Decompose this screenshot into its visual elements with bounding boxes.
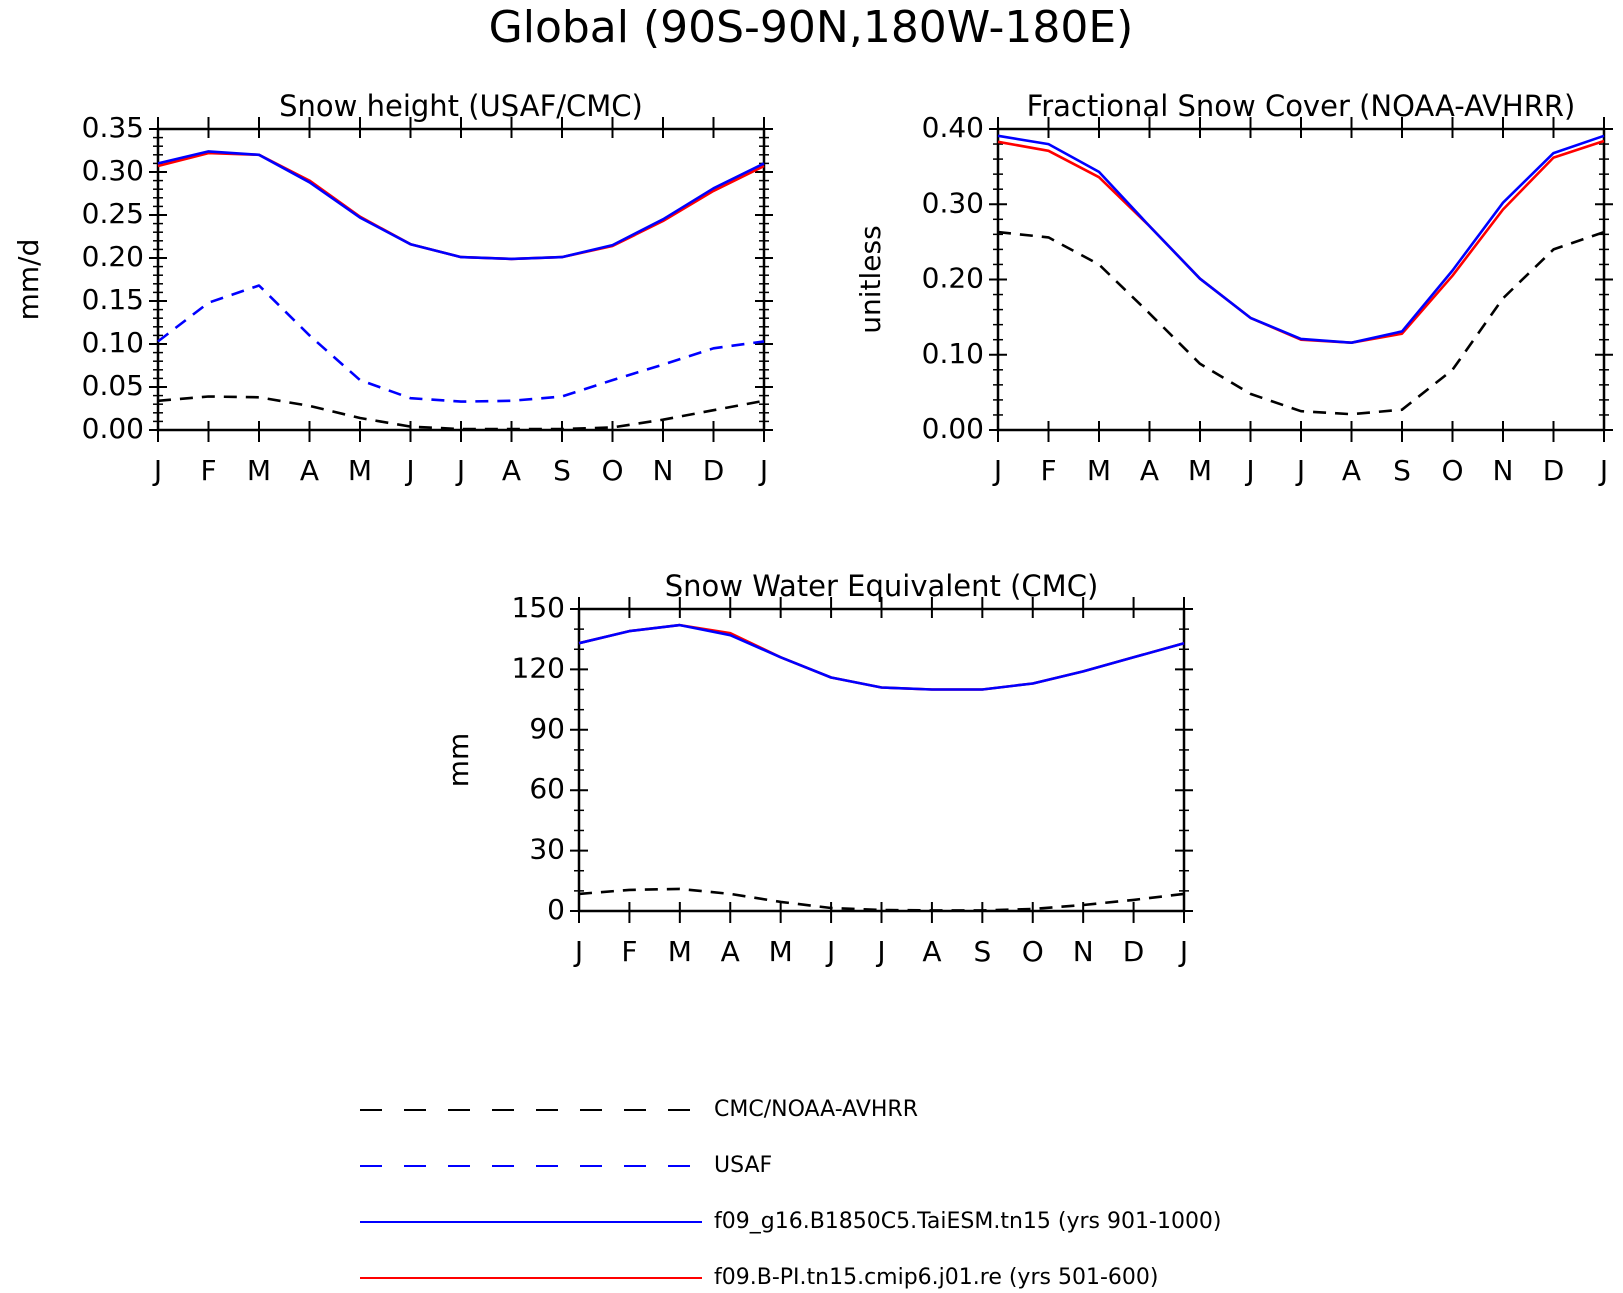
- y-tick-label: 120: [512, 651, 565, 684]
- x-tick-label: A: [922, 935, 941, 968]
- x-tick-label: J: [875, 935, 885, 968]
- y-tick-label: 0.05: [82, 369, 144, 402]
- legend-label: f09.B-PI.tn15.cmip6.j01.re (yrs 501-600): [714, 1265, 1158, 1290]
- series-line: [157, 284, 765, 403]
- x-tick-label: J: [1295, 454, 1305, 487]
- x-tick-label: S: [1393, 454, 1411, 487]
- x-tick-label: J: [1178, 935, 1188, 968]
- x-tick-label: S: [553, 454, 571, 487]
- series-line: [578, 887, 1185, 912]
- y-tick-label: 0.00: [82, 412, 144, 445]
- x-tick-label: N: [653, 454, 674, 487]
- x-tick-label: M: [1087, 454, 1111, 487]
- series-line: [157, 151, 765, 261]
- x-tick-label: D: [1123, 935, 1145, 968]
- x-tick-label: A: [300, 454, 319, 487]
- x-tick-label: O: [601, 454, 623, 487]
- x-tick-label: J: [992, 454, 1002, 487]
- x-tick-label: M: [348, 454, 372, 487]
- y-tick-label: 90: [529, 712, 565, 745]
- x-tick-label: N: [1493, 454, 1514, 487]
- main-title: Global (90S-90N,180W-180E): [489, 2, 1134, 53]
- plot-frame: [156, 127, 766, 432]
- series-line: [997, 134, 1605, 345]
- x-tick-label: J: [152, 454, 162, 487]
- x-tick-label: A: [502, 454, 521, 487]
- y-tick-label: 0.15: [82, 283, 144, 316]
- series-line: [997, 139, 1605, 345]
- y-tick-label: 0.20: [82, 240, 144, 273]
- y-axis-label: mm: [442, 733, 475, 788]
- x-tick-label: J: [1244, 454, 1254, 487]
- y-tick-label: 30: [529, 833, 565, 866]
- series-line: [157, 395, 765, 431]
- x-tick-label: J: [573, 935, 583, 968]
- series-line: [997, 230, 1605, 416]
- x-tick-label: F: [621, 935, 637, 968]
- x-tick-label: O: [1022, 935, 1044, 968]
- x-tick-label: A: [1342, 454, 1361, 487]
- x-tick-label: M: [769, 935, 793, 968]
- x-tick-label: J: [1598, 454, 1608, 487]
- panel-snow-water-equivalent: Snow Water Equivalent (CMC)mm03060901201…: [442, 569, 1193, 968]
- x-tick-label: M: [247, 454, 271, 487]
- x-tick-label: F: [1040, 454, 1056, 487]
- x-tick-label: J: [455, 454, 465, 487]
- series-line: [157, 150, 765, 261]
- y-tick-label: 0.30: [922, 186, 984, 219]
- legend: CMC/NOAA-AVHRR USAF f09_g16.B1850C5.TaiESM…: [360, 1097, 1222, 1290]
- y-tick-label: 0.10: [82, 326, 144, 359]
- x-tick-label: O: [1441, 454, 1463, 487]
- y-tick-label: 0.10: [922, 337, 984, 370]
- x-tick-label: D: [703, 454, 725, 487]
- panel-snow-height: Snow height (USAF/CMC)mm/d0.000.050.100.…: [12, 89, 773, 487]
- y-axis-label: unitless: [854, 225, 887, 333]
- panel-fractional-snow-cover: Fractional Snow Cover (NOAA-AVHRR)unitle…: [854, 89, 1613, 487]
- legend-label: CMC/NOAA-AVHRR: [714, 1097, 918, 1122]
- plot-frame: [577, 607, 1186, 913]
- y-tick-label: 0.40: [922, 111, 984, 144]
- series-line: [578, 623, 1185, 691]
- x-tick-label: A: [721, 935, 740, 968]
- y-tick-label: 150: [512, 591, 565, 624]
- y-axis-label: mm/d: [12, 239, 45, 321]
- x-tick-label: D: [1543, 454, 1565, 487]
- y-tick-label: 0.25: [82, 197, 144, 230]
- y-tick-label: 0.35: [82, 111, 144, 144]
- x-tick-label: F: [200, 454, 216, 487]
- y-tick-label: 0.00: [922, 412, 984, 445]
- plot-frame: [996, 127, 1606, 432]
- series-line: [578, 623, 1185, 691]
- legend-label: USAF: [714, 1153, 772, 1178]
- y-tick-label: 60: [529, 772, 565, 805]
- legend-label: f09_g16.B1850C5.TaiESM.tn15 (yrs 901-100…: [714, 1209, 1222, 1234]
- x-tick-label: N: [1073, 935, 1094, 968]
- x-tick-label: M: [668, 935, 692, 968]
- x-tick-label: J: [758, 454, 768, 487]
- x-tick-label: J: [404, 454, 414, 487]
- x-tick-label: M: [1188, 454, 1212, 487]
- y-tick-label: 0: [547, 893, 565, 926]
- x-tick-label: S: [973, 935, 991, 968]
- x-tick-label: J: [825, 935, 835, 968]
- y-tick-label: 0.20: [922, 262, 984, 295]
- y-tick-label: 0.30: [82, 154, 144, 187]
- x-tick-label: A: [1140, 454, 1159, 487]
